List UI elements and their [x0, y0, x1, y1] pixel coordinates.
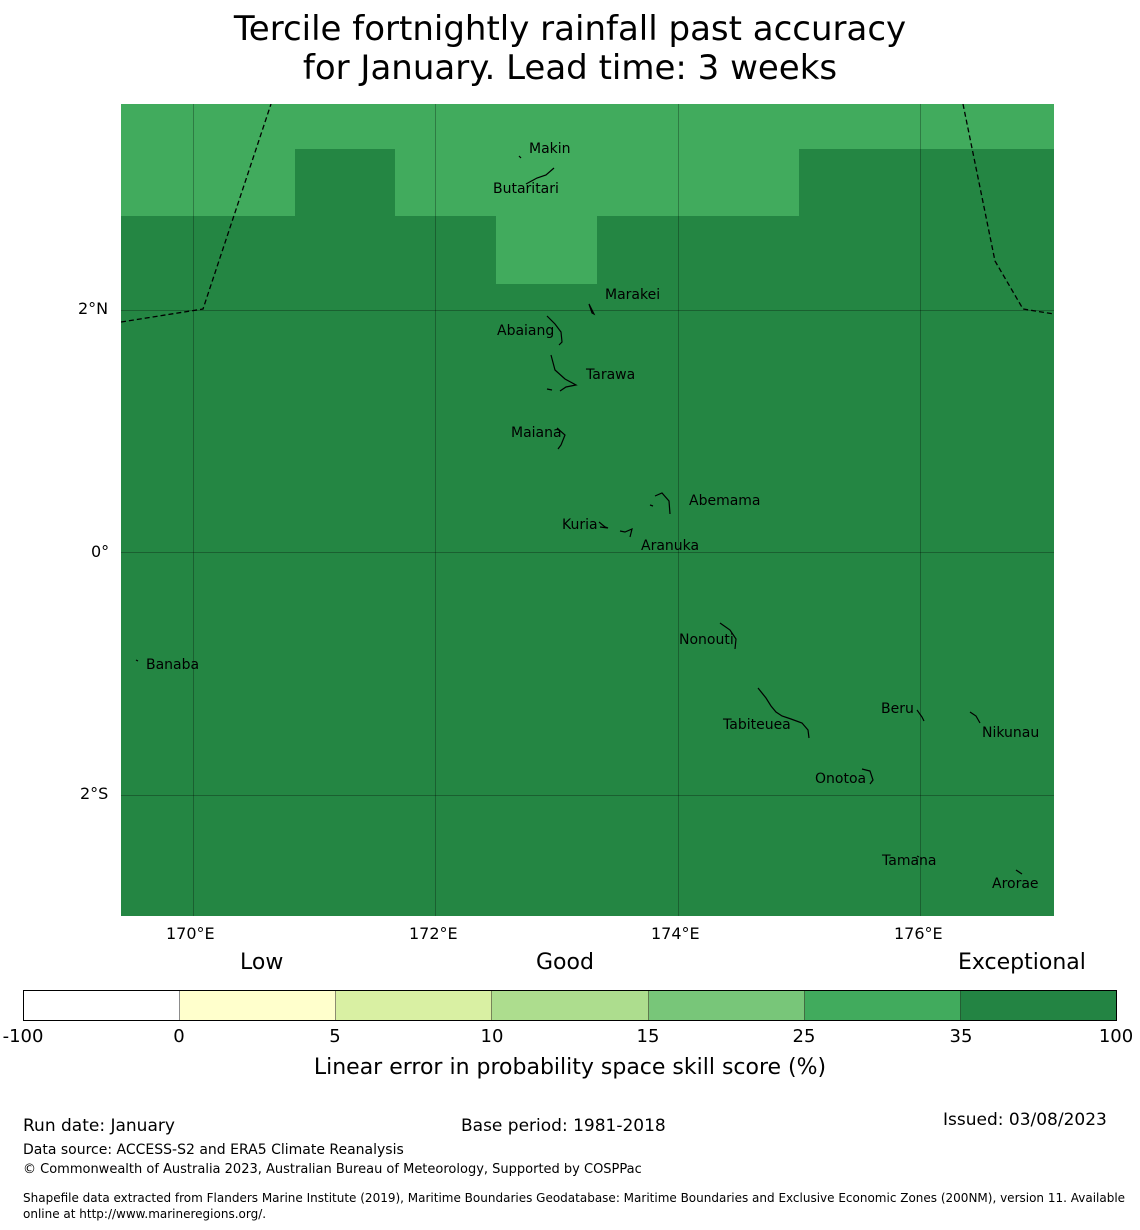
island-label-arorae: Arorae	[992, 876, 1039, 892]
island-label-aranuka: Aranuka	[641, 538, 700, 554]
island-label-onotoa: Onotoa	[815, 771, 867, 787]
colorbar-tick: 35	[949, 1026, 973, 1047]
lon-label-172E: 172°E	[409, 924, 458, 943]
meridian-176E	[920, 104, 921, 916]
run-date: Run date: January	[23, 1116, 175, 1136]
island-tabiteuea	[757, 687, 810, 739]
shapefile-credit-line-2: online at http://www.marineregions.org/.	[23, 1207, 267, 1221]
title-line-2: for January. Lead time: 3 weeks	[302, 48, 838, 88]
eez-boundary-east	[962, 104, 1054, 315]
parallel-2N	[121, 310, 1054, 311]
island-abaiang	[546, 315, 563, 346]
island-banaba	[135, 659, 139, 662]
island-label-kuria: Kuria	[562, 517, 598, 533]
island-maiana	[556, 427, 566, 450]
island-kuria	[598, 521, 609, 529]
chart-title: Tercile fortnightly rainfall past accura…	[0, 10, 1140, 88]
island-tarawa	[550, 354, 578, 392]
shapefile-credit-line-1: Shapefile data extracted from Flanders M…	[23, 1191, 1126, 1205]
colorbar-swatch	[648, 991, 805, 1020]
island-abemama	[654, 492, 671, 515]
data-source: Data source: ACCESS-S2 and ERA5 Climate …	[23, 1142, 404, 1158]
colorbar-tick: 0	[173, 1026, 185, 1047]
island-nonouti	[719, 622, 737, 650]
colorbar-swatch	[492, 991, 649, 1020]
island-label-nonouti: Nonouti	[679, 632, 734, 648]
island-label-maiana: Maiana	[511, 425, 562, 441]
island-marakei	[588, 303, 596, 316]
skill-cell-light	[799, 104, 1054, 149]
colorbar-label: Linear error in probability space skill …	[313, 1055, 827, 1080]
colorbar-tick: 25	[792, 1026, 816, 1047]
island-label-banaba: Banaba	[146, 657, 200, 673]
title-line-1: Tercile fortnightly rainfall past accura…	[233, 9, 907, 49]
island-label-tabiteuea: Tabiteuea	[723, 717, 791, 733]
parallel-2S	[121, 795, 1054, 796]
colorbar	[23, 990, 1117, 1021]
legend-category-good: Good	[536, 950, 594, 975]
colorbar-swatch	[24, 991, 181, 1020]
island-abemama-west	[649, 504, 654, 507]
skill-cell-light	[597, 104, 799, 216]
island-label-butaritari: Butaritari	[493, 181, 559, 197]
skill-cell-light	[121, 104, 295, 216]
island-label-nikunau: Nikunau	[982, 725, 1040, 741]
island-tarawa-west	[546, 388, 553, 391]
colorbar-swatch	[180, 991, 337, 1020]
lon-label-174E: 174°E	[651, 924, 700, 943]
eez-boundary-west	[121, 104, 272, 323]
lat-label-2N: 2°N	[78, 299, 109, 318]
island-label-beru: Beru	[881, 701, 914, 717]
colorbar-swatch	[960, 991, 1116, 1020]
meridian-172E	[435, 104, 436, 916]
island-label-tamana: Tamana	[882, 853, 937, 869]
meridian-170E	[193, 104, 194, 916]
lat-label-0: 0°	[91, 542, 110, 561]
map-features	[121, 104, 1054, 875]
skill-cell-light	[295, 104, 395, 149]
lon-label-170E: 170°E	[166, 924, 215, 943]
colorbar-tick: 100	[1098, 1026, 1134, 1047]
island-aranuka	[619, 527, 633, 538]
parallel-0	[121, 552, 1054, 553]
copyright: © Commonwealth of Australia 2023, Austra…	[23, 1162, 642, 1177]
island-beru	[916, 709, 925, 722]
lat-label-2S: 2°S	[80, 784, 109, 803]
colorbar-tick: -100	[2, 1026, 44, 1047]
island-arorae	[1015, 869, 1023, 875]
lon-label-176E: 176°E	[894, 924, 943, 943]
skill-map: Makin Butaritari Marakei Abaiang Tarawa …	[121, 104, 1054, 916]
skill-cell-light	[496, 104, 597, 284]
colorbar-tick: 5	[329, 1026, 341, 1047]
legend-category-low: Low	[240, 950, 284, 975]
legend-category-exceptional: Exceptional	[958, 950, 1086, 975]
island-label-abemama: Abemama	[689, 493, 761, 509]
island-label-tarawa: Tarawa	[586, 367, 636, 383]
meridian-174E	[678, 104, 679, 916]
island-label-marakei: Marakei	[605, 287, 661, 303]
colorbar-swatch	[336, 991, 493, 1020]
island-butaritari	[525, 167, 555, 185]
base-period: Base period: 1981-2018	[461, 1116, 666, 1136]
colorbar-swatch	[804, 991, 961, 1020]
skill-cell-light	[395, 104, 496, 216]
island-nikunau	[969, 711, 981, 724]
issued-date: Issued: 03/08/2023	[943, 1110, 1107, 1130]
island-label-makin: Makin	[529, 141, 571, 157]
island-makin	[518, 155, 522, 159]
colorbar-tick: 15	[636, 1026, 660, 1047]
island-tamana	[916, 855, 920, 858]
island-label-abaiang: Abaiang	[497, 323, 555, 339]
island-onotoa	[861, 768, 874, 785]
colorbar-tick: 10	[480, 1026, 504, 1047]
